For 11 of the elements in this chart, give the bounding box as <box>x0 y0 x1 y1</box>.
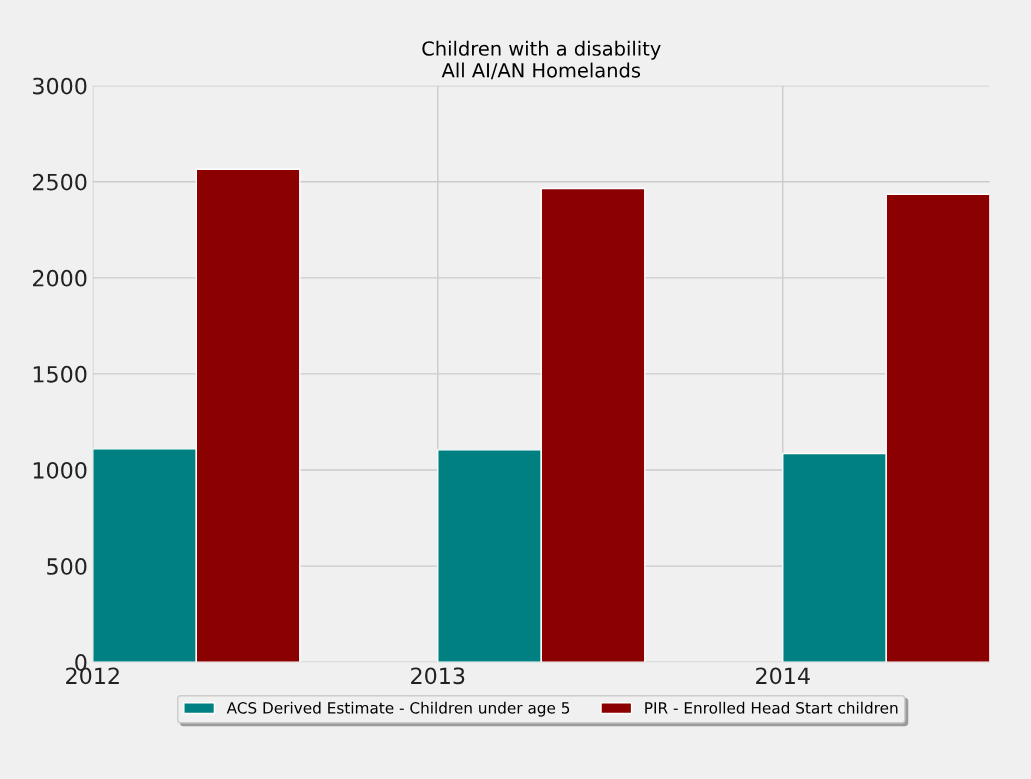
y-tick-label: 2000 <box>33 269 87 287</box>
chart-title: Children with a disability All AI/AN Homelands <box>422 40 661 80</box>
y-tick-label: 500 <box>47 558 87 575</box>
y-tick-label: 1500 <box>33 365 87 383</box>
y-tick-label: 3000 <box>33 77 87 95</box>
y-tick-label: 1000 <box>33 461 87 479</box>
legend-label: PIR - Enrolled Head Start children <box>645 701 898 714</box>
legend-label: ACS Derived Estimate - Children under age 5 <box>226 701 570 717</box>
y-tick-label: 2500 <box>33 173 87 191</box>
x-tick-label: 2014 <box>756 667 810 685</box>
x-tick-label: 2013 <box>411 667 465 685</box>
